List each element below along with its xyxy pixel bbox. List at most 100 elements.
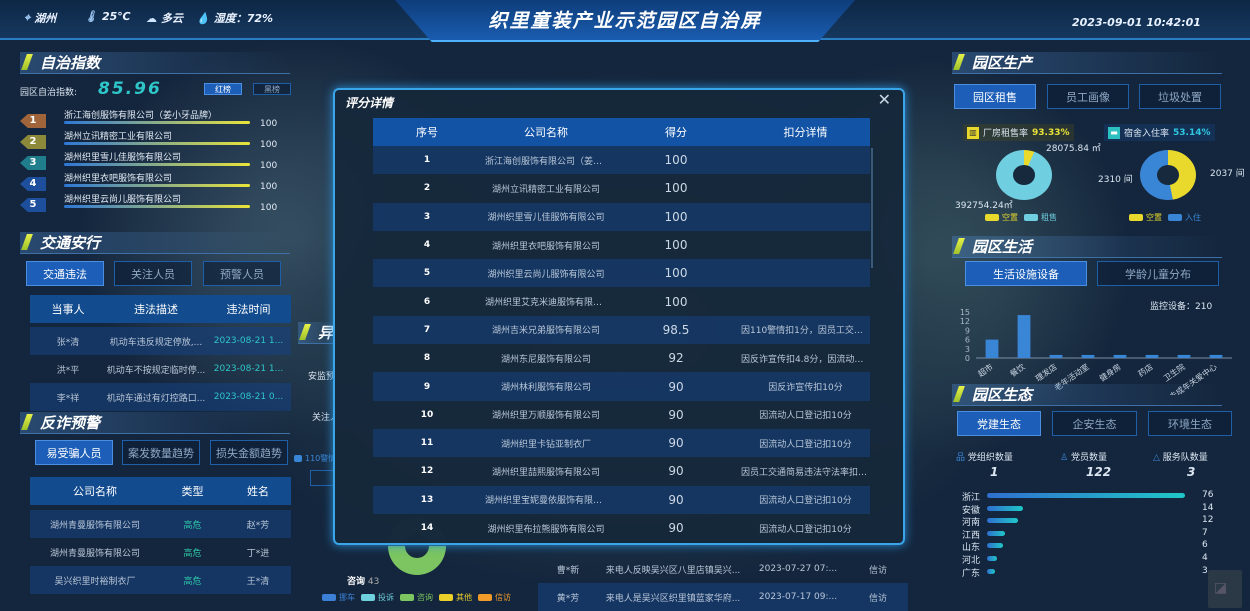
rank-item[interactable]: 3 湖州织里雪儿佳服饰有限公司 100 (20, 150, 290, 171)
table-row[interactable]: 吴兴织里时裕制衣厂 高危 王*清 (30, 566, 291, 594)
tab-garbage[interactable]: 垃圾处置 (1139, 84, 1221, 109)
x-tick-label: 超市 (976, 361, 995, 378)
tab-rental[interactable]: 园区租售 (954, 84, 1036, 109)
cell-index: 6 (423, 296, 431, 307)
cell-index: 9 (423, 381, 431, 392)
table-row[interactable]: 10 湖州织里万顺服饰有限公司 90 因流动人口登记扣10分 (373, 401, 870, 429)
cell-description: 机动车违反规定停放,... (109, 337, 203, 348)
page-title: 织里童装产业示范园区自治屏 (488, 10, 762, 32)
table-row[interactable]: 湖州青曼服饰有限公司 高危 丁*进 (30, 538, 291, 566)
table-row[interactable]: 5 湖州织里云尚儿服饰有限公司 100 (373, 259, 870, 288)
table-row[interactable]: 湖州青曼服饰有限公司 高危 赵*芳 (30, 510, 291, 538)
table-row[interactable]: 13 湖州织里宝妮曼依服饰有限公司 90 因流动人口登记扣10分 (373, 485, 870, 514)
rank-item[interactable]: 5 湖州织里云尚儿服饰有限公司 100 (20, 192, 290, 213)
weather: ☁ 多云 (146, 10, 183, 26)
cell-name: 赵*芳 (246, 520, 270, 531)
y-tick-label: 9 (965, 326, 970, 335)
legend-occupied: 入住 (1185, 213, 1201, 222)
province-bar-chart: 浙江 76 安徽 14 河南 12 江西 7 山东 6 河北 4 广东 3 (962, 490, 1213, 579)
table-row[interactable]: 12 湖州织里喆熙服饰有限公司 90 因员工交通简易违法守法率扣10分 (373, 457, 870, 485)
cell-index: 10 (420, 409, 434, 420)
table-row[interactable]: 11 湖州织里卡钻亚制衣厂 90 因流动人口登记扣10分 (373, 428, 870, 458)
cell-company: 湖州立讯精密工业有限公司 (491, 184, 600, 195)
cell-content: 来电人是吴兴区织里镇蓝家华府... (605, 593, 741, 604)
x-tick-label: 卫生院 (1161, 361, 1186, 383)
table-row[interactable]: 9 湖州林利服饰有限公司 90 因反诈宣传扣10分 (373, 372, 870, 401)
cell-company: 湖州东尼服饰有限公司 (500, 354, 591, 365)
tab-facilities[interactable]: 生活设施设备 (965, 261, 1087, 286)
black-list-button[interactable]: 黑榜 (253, 83, 291, 95)
rank-badge: 2 (20, 135, 46, 149)
bar (1209, 354, 1223, 358)
person-icon: ♙ (1060, 453, 1069, 463)
rank-item[interactable]: 1 浙江海创服饰有限公司（姜小牙品牌） 100 (20, 108, 290, 129)
province-bar (987, 568, 995, 574)
rank-item[interactable]: 4 湖州织里衣吧服饰有限公司 100 (20, 171, 290, 192)
cell-name: 王*清 (246, 576, 270, 587)
dorm-donut (1140, 150, 1196, 200)
cell-description: 机动车通过有灯控路口... (106, 393, 206, 404)
table-row[interactable]: 3 湖州织里雪儿佳服饰有限公司 100 (373, 202, 870, 231)
score-table: 序号 公司名称 得分 扣分详情 1 浙江海创服饰有限公司（姜小牙... 100 2 湖州立讯精… (373, 118, 870, 542)
floating-widget[interactable]: ◪ (1208, 570, 1242, 608)
droplet-icon: 💧 (196, 11, 210, 25)
col-name: 姓名 (247, 485, 269, 498)
tab-enterprise-safety[interactable]: 企安生态 (1052, 411, 1137, 436)
table-row[interactable]: 李*祥 机动车通过有灯控路口... 2023-08-21 0... (30, 383, 291, 411)
col-score: 得分 (665, 126, 687, 139)
cell-deduction: 因110警情扣1分，因员工交通德... (741, 326, 870, 337)
col-company: 公司名称 (73, 485, 117, 498)
tab-case-trend[interactable]: 案发数量趋势 (122, 440, 200, 465)
cell-time: 2023-08-21 1... (213, 364, 284, 374)
table-row[interactable]: 14 湖州织里布拉熊服饰有限公司 90 因流动人口登记扣10分 (373, 514, 870, 542)
table-row[interactable]: 2 湖州立讯精密工业有限公司 100 (373, 174, 870, 202)
cell-party: 洪*平 (56, 365, 80, 376)
watched-label: 关注人 (312, 413, 333, 423)
section-life: 园区生活 (952, 236, 1222, 258)
province-bar (987, 555, 998, 561)
rank-badge: 5 (20, 198, 46, 212)
red-list-button[interactable]: 红榜 (204, 83, 242, 95)
table-row[interactable]: 4 湖州织里衣吧服饰有限公司 100 (373, 231, 870, 259)
rank-badge: 4 (20, 177, 46, 191)
rank-score-bar (64, 205, 250, 208)
table-row[interactable]: 洪*平 机动车不按规定临时停... 2023-08-21 1... (30, 355, 291, 383)
table-row[interactable]: 曹*新 来电人反映吴兴区八里店镇吴兴... 2023-07-27 07:... 信访 (538, 555, 908, 583)
tab-children[interactable]: 学龄儿童分布 (1097, 261, 1219, 286)
table-row[interactable]: 6 湖州织里艾克米迪服饰有限公司 100 (373, 287, 870, 315)
cell-company: 湖州织里卡钻亚制衣厂 (500, 439, 591, 450)
tab-traffic-violation[interactable]: 交通违法 (26, 261, 104, 286)
province-label: 河南 (962, 518, 981, 529)
cell-score: 90 (668, 492, 684, 507)
close-icon[interactable]: ✕ (877, 90, 891, 109)
tab-warning-persons[interactable]: 预警人员 (203, 261, 281, 286)
tab-environment[interactable]: 环境生态 (1148, 411, 1232, 436)
tab-loss-trend[interactable]: 损失金额趋势 (210, 440, 288, 465)
table-scrollbar[interactable] (871, 148, 873, 268)
table-row[interactable]: 8 湖州东尼服饰有限公司 92 因反诈宣传扣4.8分，因流动人口... (373, 344, 870, 372)
cell-index: 1 (423, 155, 431, 166)
stat-members-label: 党员数量 (1070, 453, 1107, 463)
table-row[interactable]: 7 湖州吉米兄弟服饰有限公司 98.5 因110警情扣1分，因员工交通德... (373, 315, 870, 345)
rank-score-bar (64, 184, 250, 187)
section-ecology: 园区生态 (952, 384, 1222, 406)
tab-watched-persons[interactable]: 关注人员 (114, 261, 192, 286)
cell-deduction: 因员工交通简易违法守法率扣10分 (741, 467, 870, 478)
cell-deduction: 因反诈宣传扣10分 (768, 383, 843, 394)
rank-score: 100 (260, 203, 278, 213)
rank-item[interactable]: 2 湖州立讯精密工业有限公司 100 (20, 129, 290, 150)
province-value: 3 (1202, 565, 1208, 576)
cell-name: 丁*进 (246, 548, 270, 559)
rank-score: 100 (260, 140, 278, 150)
table-row[interactable]: 黄*芳 来电人是吴兴区织里镇蓝家华府... 2023-07-17 09:... 信访 (538, 583, 908, 611)
bg-box (310, 470, 334, 486)
tab-employee-profile[interactable]: 员工画像 (1047, 84, 1129, 109)
province-label: 浙江 (962, 493, 981, 503)
legend-vacant: 空置 (1002, 213, 1018, 222)
tab-party-building[interactable]: 党建生态 (957, 411, 1041, 436)
table-row[interactable]: 张*清 机动车违反规定停放,... 2023-08-21 1... (30, 327, 291, 355)
table-row[interactable]: 1 浙江海创服饰有限公司（姜小牙... 100 (373, 146, 870, 175)
tab-vulnerable-persons[interactable]: 易受骗人员 (35, 440, 113, 465)
factory-rate-value: 93.33% (1032, 127, 1070, 138)
factory-icon: ▥ (967, 126, 979, 139)
